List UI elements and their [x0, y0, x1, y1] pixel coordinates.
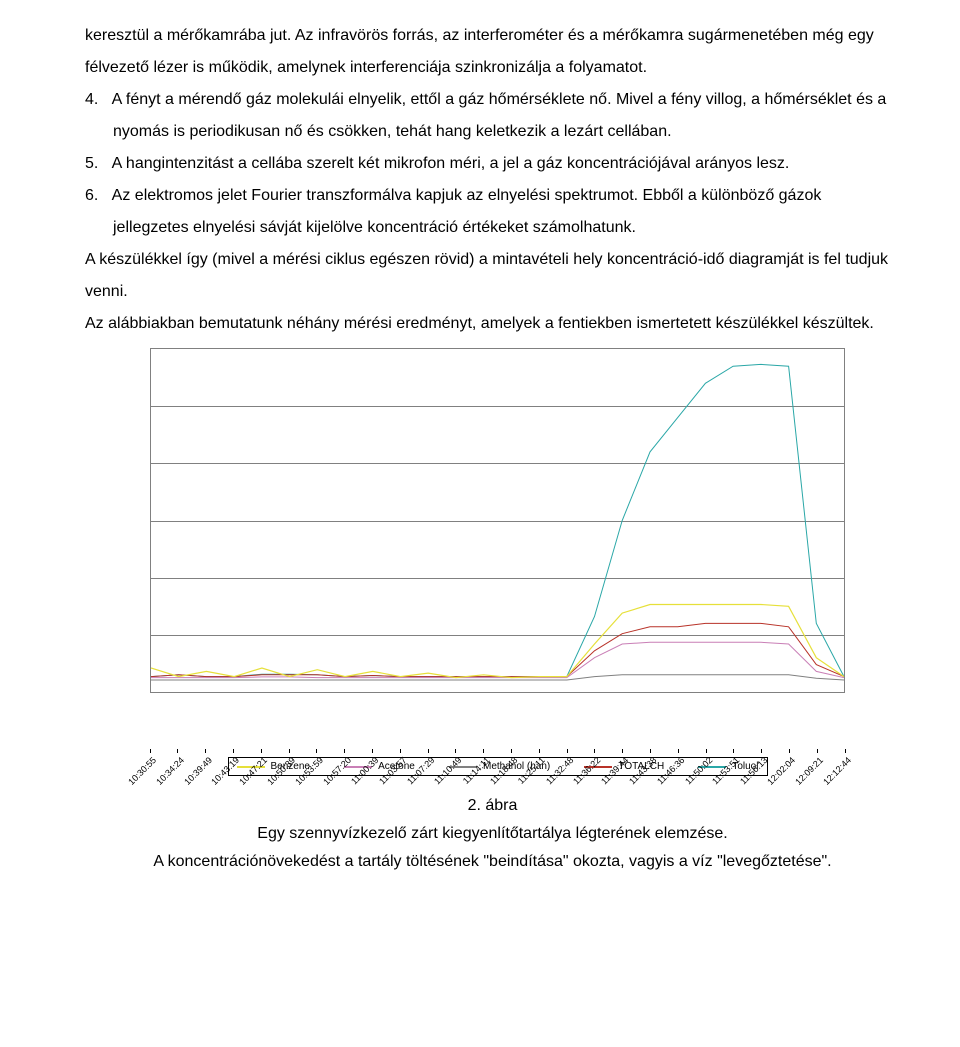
chart-x-tick: 11:43:38: [645, 749, 655, 753]
chart-x-tick: 10:50:39: [284, 749, 294, 753]
chart-x-tick: 11:53:51: [729, 749, 739, 753]
chart-x-tick-mark: [150, 749, 151, 753]
chart-x-tick: 11:32:48: [562, 749, 572, 753]
chart-x-tick: 11:39:44: [618, 749, 628, 753]
chart-x-tick-mark: [316, 749, 317, 753]
chart-x-tick: 11:56:13: [757, 749, 767, 753]
paragraph-lead: keresztül a mérőkamrába jut. Az infravör…: [85, 20, 900, 84]
chart-x-tick-mark: [233, 749, 234, 753]
chart-x-tick: 12:09:21: [812, 749, 822, 753]
chart-x-tick-mark: [622, 749, 623, 753]
chart-x-tick: 11:25:11: [534, 749, 544, 753]
chart-x-tick-mark: [205, 749, 206, 753]
chart-series-acetone: [151, 642, 844, 677]
chart-x-tick-mark: [455, 749, 456, 753]
chart-x-tick: 11:00:39: [367, 749, 377, 753]
chart-x-tick-label: 10:39:49: [182, 755, 214, 787]
chart-x-tick-label: 10:34:24: [154, 755, 186, 787]
chart-x-tick-mark: [733, 749, 734, 753]
chart-x-tick-mark: [372, 749, 373, 753]
chart-svg: [151, 349, 844, 692]
caption-line-3: A koncentrációnövekedést a tartály tölté…: [85, 848, 900, 876]
chart-x-tick-mark: [483, 749, 484, 753]
chart-x-tick: 12:12:44: [840, 749, 850, 753]
chart-x-tick-mark: [261, 749, 262, 753]
chart-x-tick: 10:34:24: [173, 749, 183, 753]
chart-x-tick: 10:53:59: [312, 749, 322, 753]
chart-x-tick: 10:39:49: [201, 749, 211, 753]
chart-x-tick-mark: [400, 749, 401, 753]
chart-x-tick: 10:43:19: [228, 749, 238, 753]
figure-caption: 2. ábra Egy szennyvízkezelő zárt kiegyen…: [85, 792, 900, 876]
chart-x-tick-mark: [845, 749, 846, 753]
chart-x-tick-mark: [817, 749, 818, 753]
concentration-time-chart: 10:30:5510:34:2410:39:4910:43:1910:47:21…: [150, 348, 845, 776]
chart-x-tick-mark: [539, 749, 540, 753]
chart-x-tick: 11:46:36: [673, 749, 683, 753]
paragraph-6: 6. Az elektromos jelet Fourier transzfor…: [85, 180, 900, 244]
paragraph-5: 5. A hangintenzitást a cellába szerelt k…: [85, 148, 900, 180]
chart-plot-area: [150, 348, 845, 693]
chart-x-tick-mark: [706, 749, 707, 753]
chart-x-tick: 10:57:20: [340, 749, 350, 753]
chart-x-tick: 11:14:11: [479, 749, 489, 753]
chart-x-tick: 10:47:21: [256, 749, 266, 753]
chart-x-tick: 10:30:55: [145, 749, 155, 753]
chart-x-tick: 11:18:48: [506, 749, 516, 753]
chart-x-tick: 11:10:49: [451, 749, 461, 753]
chart-x-axis: 10:30:5510:34:2410:39:4910:43:1910:47:21…: [150, 695, 845, 753]
chart-x-tick: 11:07:29: [423, 749, 433, 753]
chart-x-tick-mark: [567, 749, 568, 753]
chart-x-tick-label: 12:02:04: [766, 755, 798, 787]
chart-x-tick-mark: [344, 749, 345, 753]
chart-series-benzene: [151, 605, 844, 678]
chart-x-tick: 11:50:02: [701, 749, 711, 753]
chart-x-tick: 11:36:22: [590, 749, 600, 753]
caption-line-1: 2. ábra: [85, 792, 900, 820]
paragraph-tail-2: Az alábbiakban bemutatunk néhány mérési …: [85, 308, 900, 340]
chart-x-tick-mark: [511, 749, 512, 753]
chart-x-tick-mark: [428, 749, 429, 753]
chart-x-tick: 11:03:57: [395, 749, 405, 753]
chart-x-tick-mark: [289, 749, 290, 753]
chart-x-tick-mark: [789, 749, 790, 753]
chart-x-tick-mark: [678, 749, 679, 753]
caption-line-2: Egy szennyvízkezelő zárt kiegyenlítőtart…: [85, 820, 900, 848]
chart-x-tick-mark: [761, 749, 762, 753]
paragraph-4: 4. A fényt a mérendő gáz molekulái elnye…: [85, 84, 900, 148]
chart-x-tick-mark: [650, 749, 651, 753]
chart-x-tick-label: 12:09:21: [793, 755, 825, 787]
chart-series-toluol: [151, 364, 844, 676]
chart-x-tick-mark: [177, 749, 178, 753]
chart-series-totalch: [151, 623, 844, 676]
chart-x-tick-label: 12:12:44: [821, 755, 853, 787]
chart-x-tick-label: 10:30:55: [126, 755, 158, 787]
body-text-block: keresztül a mérőkamrába jut. Az infravör…: [85, 20, 900, 340]
paragraph-tail-1: A készülékkel így (mivel a mérési ciklus…: [85, 244, 900, 308]
chart-x-tick: 12:02:04: [784, 749, 794, 753]
chart-x-tick-mark: [594, 749, 595, 753]
